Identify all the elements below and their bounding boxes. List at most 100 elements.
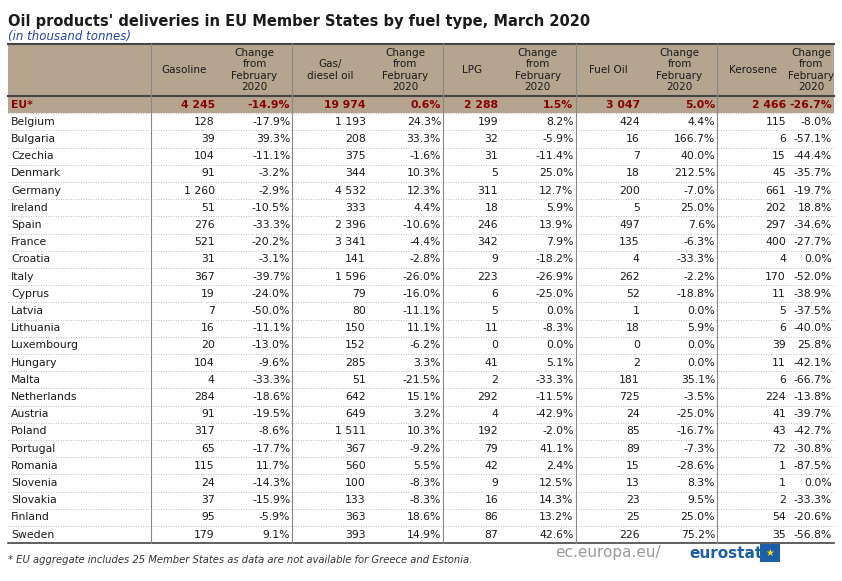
Text: 7.9%: 7.9% bbox=[546, 237, 573, 247]
Text: 9: 9 bbox=[491, 478, 498, 488]
Text: 424: 424 bbox=[619, 117, 640, 127]
Text: Kerosene: Kerosene bbox=[728, 65, 776, 75]
Text: -20.2%: -20.2% bbox=[252, 237, 290, 247]
Text: 344: 344 bbox=[345, 168, 365, 178]
Text: -8.3%: -8.3% bbox=[410, 478, 441, 488]
Text: Fuel Oil: Fuel Oil bbox=[589, 65, 628, 75]
Text: -8.3%: -8.3% bbox=[410, 495, 441, 505]
Text: -2.0%: -2.0% bbox=[542, 426, 573, 436]
Text: 4.4%: 4.4% bbox=[688, 117, 715, 127]
Text: Change
from
February
2020: Change from February 2020 bbox=[514, 48, 561, 92]
Text: 521: 521 bbox=[195, 237, 215, 247]
Text: Slovakia: Slovakia bbox=[11, 495, 56, 505]
Text: 91: 91 bbox=[201, 409, 215, 419]
Text: -7.3%: -7.3% bbox=[684, 444, 715, 454]
Text: 5: 5 bbox=[633, 203, 640, 213]
Text: -24.0%: -24.0% bbox=[252, 289, 290, 299]
Text: 35.1%: 35.1% bbox=[681, 375, 715, 385]
Text: ec.europa.eu/: ec.europa.eu/ bbox=[555, 546, 661, 561]
Text: 276: 276 bbox=[195, 220, 215, 230]
Text: Lithuania: Lithuania bbox=[11, 323, 61, 333]
Text: 14.3%: 14.3% bbox=[539, 495, 573, 505]
Text: 223: 223 bbox=[477, 271, 498, 282]
Text: 284: 284 bbox=[195, 392, 215, 402]
Text: 5.1%: 5.1% bbox=[546, 357, 573, 368]
Text: 18.6%: 18.6% bbox=[407, 512, 441, 522]
Bar bbox=[8, 113, 834, 130]
Text: 25.0%: 25.0% bbox=[680, 203, 715, 213]
Bar bbox=[8, 406, 834, 423]
Text: -18.8%: -18.8% bbox=[677, 289, 715, 299]
Bar bbox=[8, 509, 834, 526]
Text: -16.7%: -16.7% bbox=[677, 426, 715, 436]
Text: 54: 54 bbox=[772, 512, 786, 522]
Text: 342: 342 bbox=[477, 237, 498, 247]
Text: -10.6%: -10.6% bbox=[402, 220, 441, 230]
Text: 8.2%: 8.2% bbox=[546, 117, 573, 127]
Text: 104: 104 bbox=[194, 357, 215, 368]
Text: -37.5%: -37.5% bbox=[794, 306, 832, 316]
Text: 7.6%: 7.6% bbox=[688, 220, 715, 230]
Text: 199: 199 bbox=[477, 117, 498, 127]
Text: -39.7%: -39.7% bbox=[794, 409, 832, 419]
Text: 0.0%: 0.0% bbox=[687, 357, 715, 368]
Text: -56.8%: -56.8% bbox=[794, 530, 832, 540]
Text: -5.9%: -5.9% bbox=[542, 134, 573, 144]
Text: 0.0%: 0.0% bbox=[804, 478, 832, 488]
Text: 7: 7 bbox=[208, 306, 215, 316]
Text: -17.9%: -17.9% bbox=[252, 117, 290, 127]
Text: -34.6%: -34.6% bbox=[794, 220, 832, 230]
Text: Italy: Italy bbox=[11, 271, 35, 282]
Text: -38.9%: -38.9% bbox=[794, 289, 832, 299]
Text: -25.0%: -25.0% bbox=[677, 409, 715, 419]
Text: (in thousand tonnes): (in thousand tonnes) bbox=[8, 30, 131, 43]
Text: -8.0%: -8.0% bbox=[801, 117, 832, 127]
Text: 560: 560 bbox=[345, 461, 365, 471]
Text: -5.9%: -5.9% bbox=[258, 512, 290, 522]
Text: 4: 4 bbox=[208, 375, 215, 385]
Bar bbox=[8, 423, 834, 440]
Text: 43: 43 bbox=[772, 426, 786, 436]
Text: 642: 642 bbox=[345, 392, 365, 402]
Text: -18.2%: -18.2% bbox=[536, 254, 573, 264]
Text: Romania: Romania bbox=[11, 461, 59, 471]
Text: 246: 246 bbox=[477, 220, 498, 230]
Bar bbox=[8, 234, 834, 251]
Text: 200: 200 bbox=[619, 185, 640, 196]
Bar bbox=[8, 492, 834, 509]
Text: -13.8%: -13.8% bbox=[794, 392, 832, 402]
Text: -30.8%: -30.8% bbox=[794, 444, 832, 454]
Text: 42.6%: 42.6% bbox=[539, 530, 573, 540]
Text: 79: 79 bbox=[484, 444, 498, 454]
Text: 5.0%: 5.0% bbox=[685, 99, 715, 110]
Text: -11.1%: -11.1% bbox=[252, 323, 290, 333]
Text: 39: 39 bbox=[772, 340, 786, 350]
Text: 1: 1 bbox=[633, 306, 640, 316]
Text: Finland: Finland bbox=[11, 512, 50, 522]
Text: 18: 18 bbox=[626, 168, 640, 178]
Text: 23: 23 bbox=[626, 495, 640, 505]
Text: 170: 170 bbox=[765, 271, 786, 282]
Text: 179: 179 bbox=[195, 530, 215, 540]
Text: -10.5%: -10.5% bbox=[252, 203, 290, 213]
Text: Bulgaria: Bulgaria bbox=[11, 134, 56, 144]
Text: 0.0%: 0.0% bbox=[546, 340, 573, 350]
Text: Change
from
February
2020: Change from February 2020 bbox=[232, 48, 278, 92]
Text: 1 596: 1 596 bbox=[334, 271, 365, 282]
Text: 75.2%: 75.2% bbox=[681, 530, 715, 540]
Text: -42.1%: -42.1% bbox=[794, 357, 832, 368]
Text: 0.0%: 0.0% bbox=[546, 306, 573, 316]
Text: 115: 115 bbox=[765, 117, 786, 127]
Text: Change
from
February
2020: Change from February 2020 bbox=[788, 48, 834, 92]
Text: 226: 226 bbox=[619, 530, 640, 540]
Text: 45: 45 bbox=[772, 168, 786, 178]
Text: 375: 375 bbox=[345, 151, 365, 161]
Text: 4 532: 4 532 bbox=[334, 185, 365, 196]
Text: 649: 649 bbox=[345, 409, 365, 419]
Text: Belgium: Belgium bbox=[11, 117, 56, 127]
Bar bbox=[8, 165, 834, 182]
Text: 24.3%: 24.3% bbox=[407, 117, 441, 127]
Text: 181: 181 bbox=[619, 375, 640, 385]
Text: 3.2%: 3.2% bbox=[413, 409, 441, 419]
Text: Latvia: Latvia bbox=[11, 306, 44, 316]
